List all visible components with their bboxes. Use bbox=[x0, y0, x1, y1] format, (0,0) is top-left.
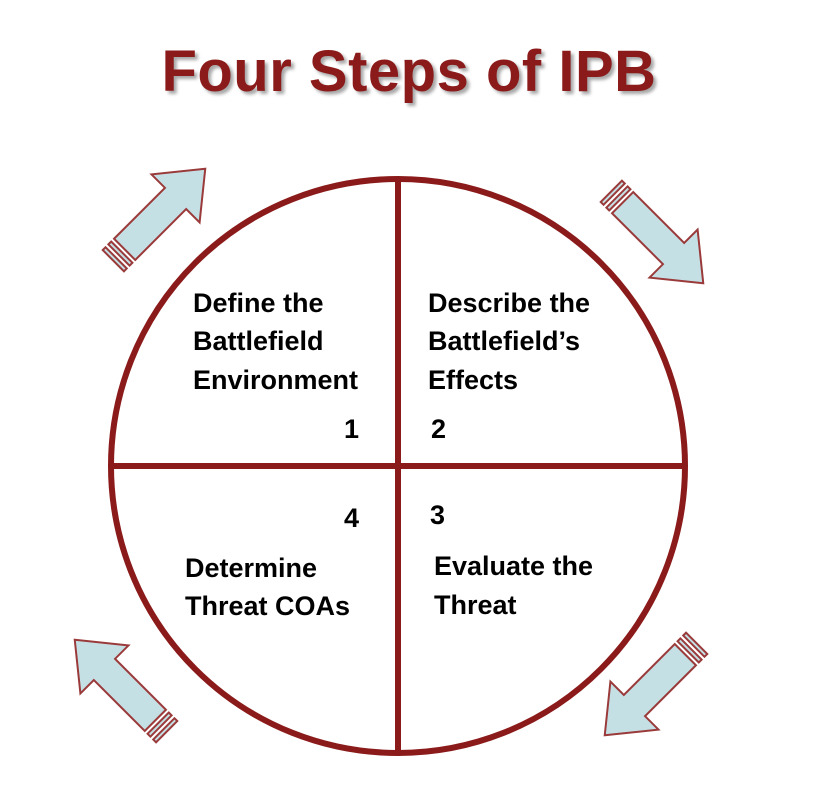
quadrant-4: 4 Determine Threat COAs bbox=[185, 503, 359, 621]
quadrant-4-number: 4 bbox=[344, 503, 359, 533]
page-title: Four Steps of IPB bbox=[161, 39, 657, 104]
quadrant-3-number: 3 bbox=[430, 500, 445, 530]
quadrant-2: Describe the Battlefield’s Effects 2 bbox=[428, 288, 590, 444]
quadrant-1-number: 1 bbox=[344, 414, 359, 444]
arrow-icon-bottom-left bbox=[73, 638, 179, 744]
quadrant-2-line-1: Describe the bbox=[428, 288, 590, 318]
arrow-icon-top-left bbox=[101, 167, 207, 273]
quadrant-1-line-1: Define the bbox=[193, 288, 324, 318]
quadrant-1-line-3: Environment bbox=[193, 365, 358, 395]
quadrant-1: Define the Battlefield Environment 1 bbox=[193, 288, 359, 444]
arrow-icon-top-right bbox=[599, 179, 705, 285]
quadrant-3-line-1: Evaluate the bbox=[434, 551, 593, 581]
quadrant-4-line-1: Determine bbox=[185, 553, 317, 583]
quadrant-3: 3 Evaluate the Threat bbox=[430, 500, 593, 620]
quadrant-2-line-3: Effects bbox=[428, 365, 518, 395]
quadrant-1-line-2: Battlefield bbox=[193, 326, 324, 356]
quadrant-4-line-2: Threat COAs bbox=[185, 591, 350, 621]
quadrant-2-line-2: Battlefield’s bbox=[428, 326, 580, 356]
quadrant-3-line-2: Threat bbox=[434, 590, 517, 620]
arrow-icon-bottom-right bbox=[603, 631, 709, 737]
quadrant-2-number: 2 bbox=[431, 414, 446, 444]
